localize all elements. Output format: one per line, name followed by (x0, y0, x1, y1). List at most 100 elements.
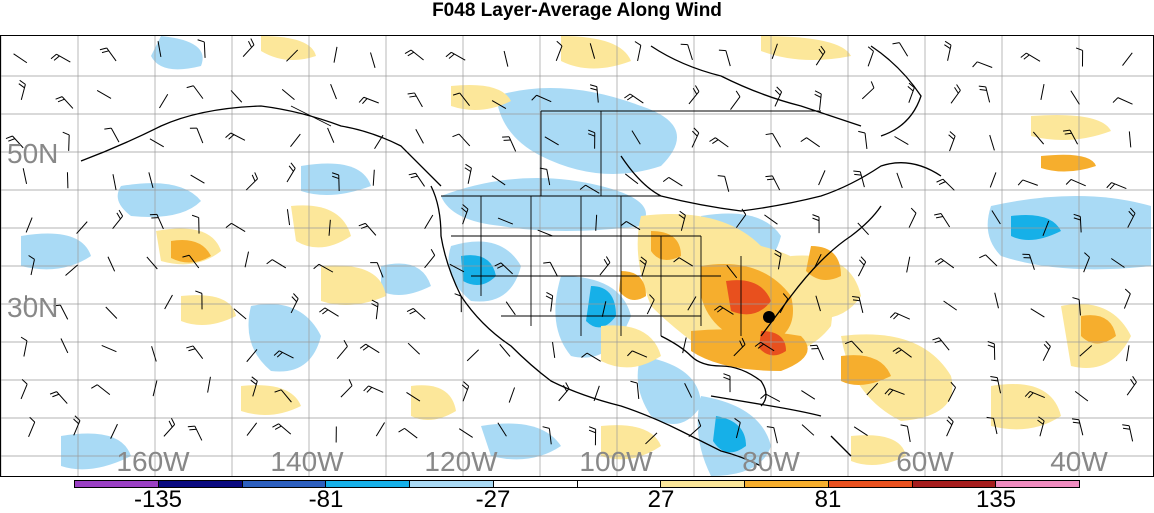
wind-barb (341, 379, 352, 397)
wind-barb (723, 374, 730, 392)
wind-barb (812, 215, 819, 233)
wind-barb (892, 43, 907, 57)
map-canvas (1, 36, 1153, 476)
wind-barb (979, 86, 990, 102)
wind-barb (810, 345, 824, 360)
wind-barb (373, 170, 374, 186)
wind-barb (328, 128, 334, 143)
wind-barb (331, 84, 337, 99)
wind-barb (359, 223, 376, 235)
lon-label-120w: 120W (424, 448, 497, 476)
wind-barb (23, 168, 26, 184)
wind-barb (452, 134, 469, 146)
wind-barb (243, 39, 254, 57)
wind-barb (51, 54, 70, 62)
wind-barb (21, 337, 27, 356)
lon-label-160w: 160W (116, 448, 189, 476)
wind-barb (165, 295, 173, 309)
wind-barb (935, 259, 954, 268)
wind-barb (337, 340, 347, 358)
wind-barb (932, 338, 949, 350)
wind-barb (376, 422, 384, 436)
wind-barb (1031, 309, 1045, 317)
wind-barb (1124, 289, 1130, 309)
wind-barb (21, 379, 27, 399)
wind-barb (988, 342, 995, 360)
wind-barb (97, 90, 111, 98)
wind-barb (502, 137, 516, 152)
wind-barb (1071, 91, 1080, 105)
colorbar-label: 81 (815, 488, 842, 512)
wind-barb (152, 346, 157, 361)
wind-barb (190, 128, 203, 143)
wind-barb (371, 300, 378, 319)
wind-barb (819, 170, 825, 185)
wind-barb (61, 338, 68, 352)
wind-barb (26, 218, 32, 233)
wind-barb (425, 215, 433, 229)
wind-barb (14, 54, 27, 63)
wind-barb (990, 172, 996, 187)
wind-barb (416, 129, 424, 143)
wind-barb (247, 349, 257, 361)
wind-barb (319, 308, 338, 316)
wind-barb (208, 377, 211, 393)
lat-label-30n: 30N (7, 294, 58, 322)
wind-barb (226, 223, 245, 231)
wind-barb (1041, 84, 1044, 100)
wind-barb (973, 62, 993, 68)
wind-barb (944, 41, 951, 60)
map-title: F048 Layer-Average Along Wind (0, 0, 1154, 34)
wind-barb (543, 262, 557, 276)
wind-barb (766, 133, 781, 147)
wind-barb (287, 163, 295, 182)
wind-barb (375, 135, 384, 149)
wind-barb (407, 308, 425, 319)
wind-barb (907, 257, 910, 273)
wind-barb (360, 344, 379, 353)
wind-barb (63, 132, 69, 151)
wind-barb (681, 44, 693, 60)
wind-barb (164, 418, 175, 436)
wind-barb (102, 345, 117, 351)
wind-barb (801, 391, 814, 400)
wind-barb (868, 47, 873, 67)
wind-barb (334, 47, 337, 63)
wind-barb (897, 173, 902, 188)
wind-barb (188, 426, 202, 440)
wind-barb (890, 313, 910, 320)
wind-barb (1123, 53, 1133, 66)
wind-barb (74, 416, 80, 436)
lon-label-140w: 140W (270, 448, 343, 476)
wind-barb (56, 97, 73, 109)
wind-barb (111, 424, 118, 438)
wind-barb (465, 164, 472, 183)
wind-barb (245, 252, 248, 268)
wind-barb (290, 134, 300, 147)
wind-barb (100, 48, 116, 61)
wind-barb (226, 133, 245, 140)
wind-barb (187, 86, 203, 99)
wind-barb (108, 257, 115, 272)
wind-barb (19, 80, 26, 100)
wind-barb (1072, 419, 1083, 435)
wind-barb (802, 425, 814, 436)
wind-barb (1122, 425, 1132, 442)
wind-barb (282, 89, 294, 99)
wind-barb (455, 294, 462, 312)
wind-barb (801, 138, 820, 147)
lon-label-80w: 80W (742, 448, 800, 476)
wind-barb (446, 52, 465, 60)
wind-barb (1127, 376, 1136, 395)
wind-barb (854, 427, 867, 436)
wind-barb (553, 342, 555, 358)
wind-barb (408, 343, 420, 354)
wind-barb (1043, 341, 1050, 360)
wind-barb (709, 138, 728, 147)
wind-barb (1107, 183, 1127, 189)
wind-barb (692, 128, 699, 148)
wind-barb (765, 176, 779, 190)
colorbar-label: -135 (134, 488, 182, 512)
wind-barb (1076, 48, 1083, 67)
wind-barb (775, 87, 782, 107)
